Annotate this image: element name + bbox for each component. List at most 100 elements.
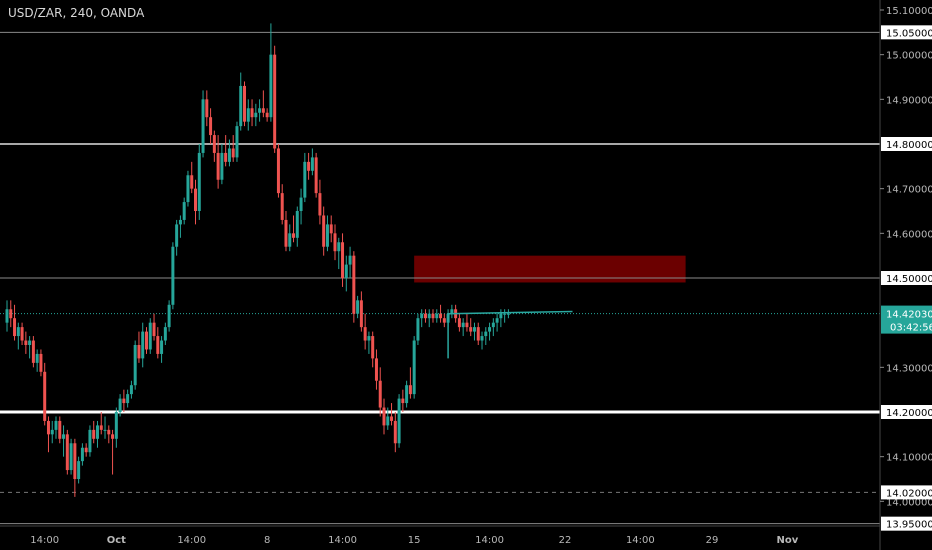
y-tick-label-6: 14.10000 — [886, 453, 932, 464]
candle-56 — [216, 152, 220, 180]
candle-42 — [163, 327, 167, 341]
candle-57 — [220, 152, 224, 180]
candle-70 — [269, 54, 273, 118]
candle-59 — [227, 148, 231, 162]
candle-97 — [371, 336, 375, 359]
y-tick-label-1: 15.00000 — [886, 51, 932, 62]
candle-9 — [39, 353, 43, 372]
candle-120 — [457, 318, 461, 328]
candle-54 — [209, 117, 213, 136]
candle-121 — [461, 322, 465, 328]
candle-18 — [73, 443, 77, 479]
candle-88 — [337, 242, 341, 252]
candle-4 — [20, 327, 24, 341]
candle-36 — [141, 331, 145, 359]
candle-89 — [341, 242, 345, 278]
candle-17 — [69, 443, 73, 471]
candle-41 — [160, 340, 164, 354]
candle-7 — [31, 340, 35, 363]
candle-55 — [212, 135, 216, 153]
candle-102 — [390, 416, 394, 421]
candle-28 — [111, 434, 115, 439]
y-tick-label-3: 14.70000 — [886, 185, 932, 196]
candle-26 — [103, 429, 107, 431]
level-badge-1 — [881, 137, 932, 151]
x-tick-label-2: 14:00 — [177, 535, 206, 546]
candle-93 — [356, 300, 360, 314]
x-tick-label-7: 22 — [559, 535, 572, 546]
candle-122 — [465, 322, 469, 328]
candle-78 — [299, 197, 303, 211]
candle-101 — [386, 416, 390, 426]
candle-34 — [133, 345, 137, 386]
candle-109 — [416, 318, 420, 341]
candle-69 — [265, 112, 269, 118]
candle-82 — [314, 157, 318, 194]
candle-63 — [243, 85, 247, 122]
candle-75 — [288, 233, 292, 247]
y-tick-label-4: 14.60000 — [886, 229, 932, 240]
candle-58 — [224, 152, 228, 162]
candle-113 — [431, 313, 435, 319]
candle-22 — [88, 429, 92, 453]
x-tick-label-10: Nov — [777, 535, 799, 546]
candle-65 — [250, 108, 254, 118]
candle-115 — [439, 313, 443, 319]
level-badge-2 — [881, 271, 932, 285]
candle-126 — [480, 336, 484, 341]
x-tick-label-6: 14:00 — [475, 535, 504, 546]
candle-15 — [62, 434, 66, 439]
candle-96 — [367, 336, 371, 341]
candle-46 — [178, 219, 182, 225]
candle-99 — [378, 380, 382, 408]
candle-76 — [292, 233, 296, 238]
candle-87 — [333, 233, 337, 252]
candle-124 — [472, 327, 476, 332]
candle-0 — [5, 309, 9, 323]
candle-38 — [148, 322, 152, 350]
candle-105 — [401, 398, 405, 404]
candle-94 — [359, 300, 363, 328]
candle-83 — [318, 193, 322, 216]
level-badge-label-4: 14.02000 — [886, 488, 932, 499]
candle-118 — [450, 309, 454, 314]
level-badge-5 — [881, 516, 932, 531]
level-badge-3 — [881, 405, 932, 419]
candle-50 — [194, 188, 197, 211]
candle-32 — [126, 394, 130, 404]
candle-10 — [43, 371, 47, 421]
candle-73 — [280, 193, 284, 220]
candle-98 — [374, 358, 378, 381]
candle-25 — [99, 425, 103, 430]
candle-52 — [201, 99, 205, 153]
current-price-label: 14.42030 — [886, 310, 932, 321]
candle-11 — [46, 420, 50, 435]
candle-85 — [325, 224, 329, 247]
x-tick-label-1: Oct — [107, 535, 126, 546]
candle-48 — [186, 175, 190, 203]
candle-24 — [95, 425, 99, 439]
candle-132 — [503, 313, 507, 315]
candle-108 — [412, 340, 416, 395]
candle-53 — [205, 99, 209, 118]
x-tick-label-9: 29 — [706, 535, 719, 546]
y-tick-label-0: 15.10000 — [886, 6, 932, 17]
trend-line — [447, 310, 573, 359]
candle-30 — [118, 398, 122, 412]
candle-67 — [258, 108, 262, 113]
candle-37 — [144, 331, 148, 350]
candle-12 — [50, 429, 54, 435]
countdown-label: 03:42:56 — [890, 323, 932, 334]
candle-21 — [84, 447, 88, 453]
candle-16 — [65, 434, 69, 471]
candle-51 — [197, 152, 201, 211]
candle-130 — [495, 318, 499, 323]
candle-64 — [246, 108, 250, 122]
candle-66 — [254, 112, 258, 118]
candle-114 — [435, 313, 439, 319]
candle-47 — [182, 202, 186, 220]
candle-2 — [13, 318, 17, 337]
y-tick-label-5: 14.30000 — [886, 363, 932, 374]
candle-74 — [284, 219, 288, 247]
